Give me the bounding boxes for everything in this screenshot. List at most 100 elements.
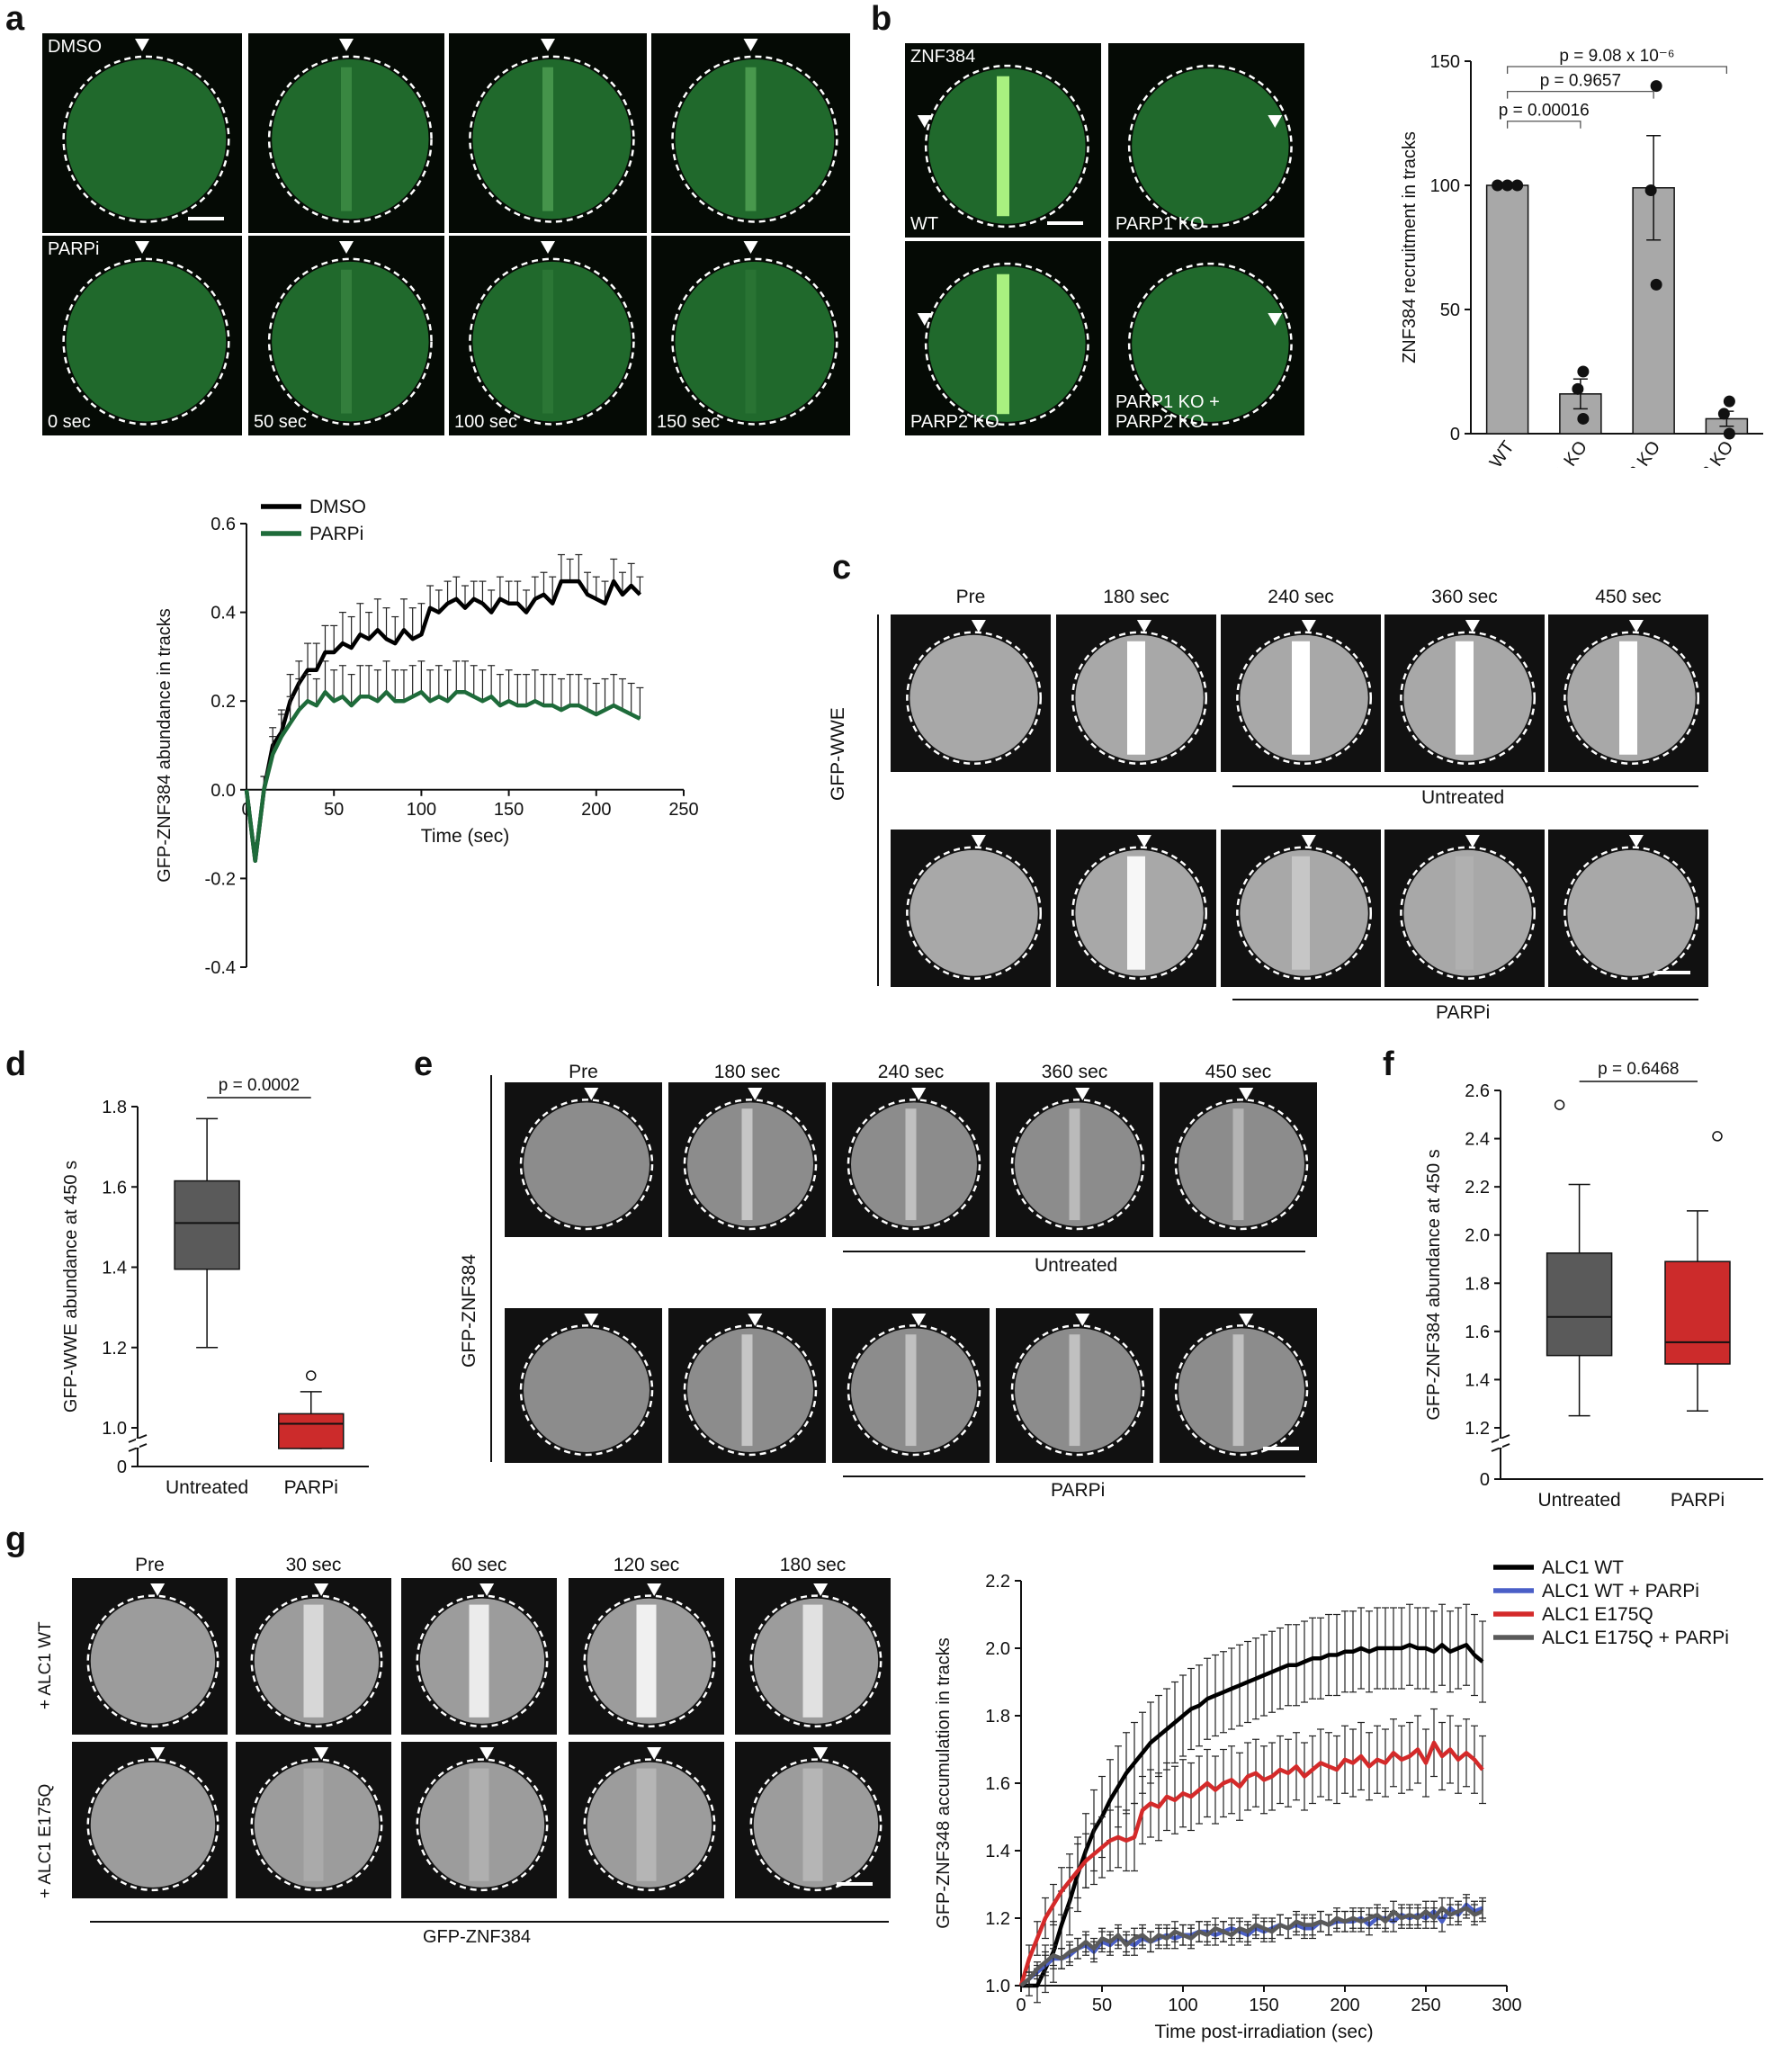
nucleus-outline <box>1127 64 1293 229</box>
y-tick-label: 0 <box>117 1458 127 1477</box>
irradiation-arrowhead <box>339 39 354 51</box>
row-label-alc1-e175q: + ALC1 E175Q <box>36 1783 55 1898</box>
data-point <box>1723 395 1735 408</box>
irradiation-arrowhead <box>647 1583 662 1596</box>
p-value-label: p = 9.08 x 10⁻⁶ <box>1559 47 1674 66</box>
nucleus-image <box>250 1747 383 1892</box>
x-tick-label: PARP2 KO <box>1598 437 1665 468</box>
panel-g-line-chart: 1.0 1.2 1.4 1.6 1.8 2.0 2.2 0 50 100 150 200 250 300 T… <box>936 1557 1729 2042</box>
data-point <box>1572 382 1584 395</box>
x-tick-label: Untreated <box>1537 1490 1620 1511</box>
micrograph-tile <box>891 830 1051 987</box>
data-point <box>1723 427 1735 440</box>
nucleus-body <box>1132 266 1289 422</box>
panel-a-label: a <box>5 0 25 38</box>
irradiation-arrowhead <box>1628 835 1644 848</box>
significance-bracket <box>1506 121 1581 129</box>
x-tick-label: 200 <box>1330 1996 1359 2015</box>
irradiation-arrowhead <box>135 241 149 254</box>
damage-stripe <box>1232 1108 1244 1221</box>
y-tick-label: -0.2 <box>205 869 236 889</box>
row-label-parpi: PARPi <box>1051 1480 1106 1501</box>
micrograph-tile <box>668 1082 826 1237</box>
irradiation-arrowhead <box>647 1747 662 1760</box>
nucleus-body <box>272 58 429 220</box>
time-label: 50 sec <box>254 412 307 432</box>
nucleus-outline <box>1236 846 1373 980</box>
p-value-label: p = 0.00016 <box>1499 102 1590 121</box>
nucleus-image <box>86 1747 220 1892</box>
damage-stripe <box>303 1604 324 1718</box>
nucleus-image <box>86 1583 220 1728</box>
damage-stripe <box>1456 641 1474 755</box>
nucleus-body <box>66 261 227 422</box>
damage-stripe <box>741 1108 753 1221</box>
irradiation-arrowhead <box>339 241 354 254</box>
damage-stripe <box>802 1604 823 1718</box>
nucleus-outline <box>1564 631 1700 765</box>
x-tick-label: 200 <box>581 800 611 820</box>
nucleus-image <box>519 1314 654 1457</box>
nucleus-body <box>1132 68 1289 224</box>
x-tick-label: 50 <box>1092 1996 1112 2015</box>
irradiation-arrowhead <box>971 835 986 848</box>
nucleus-outline <box>671 55 838 223</box>
nucleus-outline <box>1010 1099 1145 1231</box>
legend-label: ALC1 E175Q <box>1542 1604 1653 1625</box>
damage-stripe <box>1292 856 1310 970</box>
damage-stripe <box>1292 641 1310 755</box>
irradiation-arrowhead <box>917 313 932 326</box>
micrograph-tile: 100 sec <box>449 236 647 435</box>
time-header: 240 sec <box>877 1062 945 1082</box>
panel-a-line-chart: -0.4 -0.2 0.0 0.2 0.4 0.6 0 50 100 150 200 250 Time … <box>155 497 699 978</box>
data-point <box>1650 278 1662 291</box>
panel-e-side-label: GFP-ZNF384 <box>459 1253 479 1368</box>
y-tick-label: 1.6 <box>102 1178 127 1197</box>
nucleus-outline <box>683 1099 818 1231</box>
damage-stripe <box>1127 856 1145 970</box>
x-tick-label: 250 <box>668 800 698 820</box>
legend-label: ALC1 E175Q + PARPi <box>1542 1628 1729 1648</box>
y-tick-label: 1.8 <box>102 1098 127 1117</box>
nucleus-body <box>524 1328 650 1452</box>
time-label: 150 sec <box>657 412 721 432</box>
micrograph-tile <box>1160 1308 1317 1463</box>
irradiation-arrowhead <box>479 1583 495 1596</box>
y-tick-label: 1.4 <box>985 1842 1010 1861</box>
irradiation-arrowhead <box>917 115 932 128</box>
micrograph-tile <box>735 1578 891 1735</box>
damage-stripe <box>542 67 553 211</box>
panel-g-label: g <box>5 1520 27 1558</box>
scale-bar <box>1263 1447 1299 1450</box>
y-tick-label: 1.6 <box>985 1774 1010 1794</box>
nucleus-image <box>267 39 433 223</box>
bar <box>1485 184 1529 435</box>
damage-stripe <box>741 1334 753 1447</box>
damage-stripe <box>1232 1334 1244 1447</box>
nucleus-outline <box>924 64 1089 229</box>
irradiation-arrowhead <box>584 1088 599 1100</box>
y-tick-label: 2.0 <box>1465 1226 1490 1246</box>
micrograph-tile <box>891 614 1051 772</box>
box <box>174 1179 240 1270</box>
nucleus-outline <box>267 55 433 223</box>
nucleus-image <box>847 1314 981 1457</box>
time-header: Pre <box>135 1555 165 1575</box>
x-tick-label: WT <box>1486 437 1519 468</box>
time-label: 0 sec <box>48 412 91 432</box>
row-label-untreated: Untreated <box>1035 1255 1118 1276</box>
nucleus-image <box>416 1747 549 1892</box>
series-line-parpi <box>244 690 641 863</box>
x-tick-label: 50 <box>324 800 344 820</box>
panel-c-side-label: GFP-WWE <box>828 707 848 801</box>
irradiation-arrowhead <box>1301 835 1316 848</box>
x-axis-label: Time (sec) <box>421 826 509 847</box>
time-header: 450 sec <box>1205 1062 1272 1082</box>
micrograph-tile <box>996 1082 1153 1237</box>
y-axis-label: GFP-ZNF384 abundance at 450 s <box>1424 1149 1444 1420</box>
scale-bar <box>188 217 224 220</box>
nucleus-image <box>1010 1314 1145 1457</box>
micrograph-tile <box>651 33 850 233</box>
nucleus-image <box>519 1088 654 1231</box>
time-header: 180 sec <box>779 1555 847 1575</box>
